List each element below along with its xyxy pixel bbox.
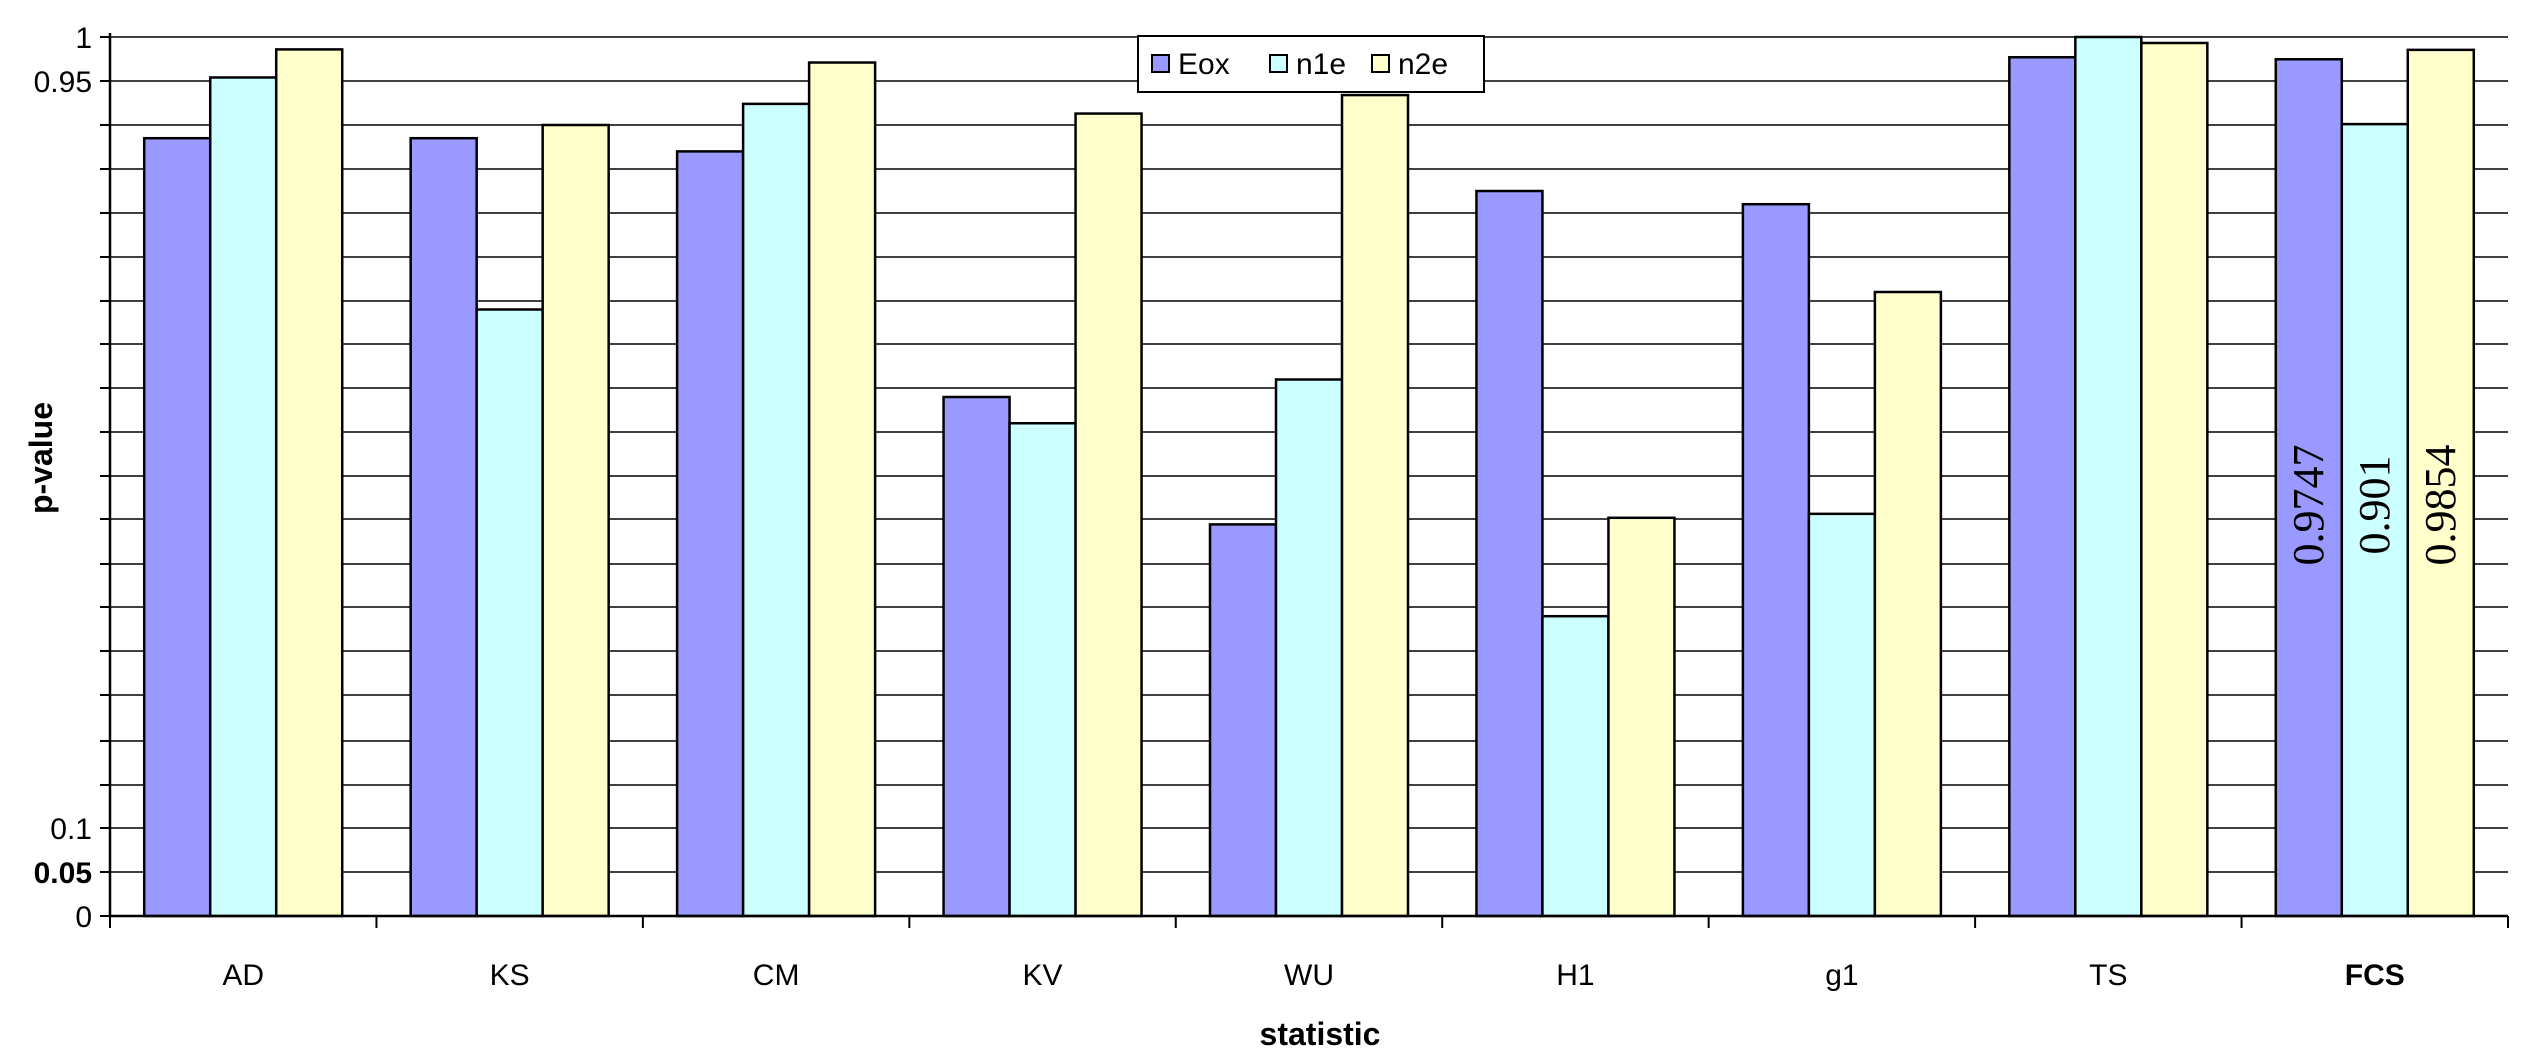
x-tick-label-FCS: FCS [2345,959,2405,992]
y-tick-label: 0.95 [34,66,92,99]
bar-n1e-KS [475,308,544,918]
x-tick-label-WU: WU [1284,959,1334,992]
bar-n1e-KV [1008,422,1077,918]
legend-label-Eox: Eox [1178,48,1230,81]
axes [100,33,2509,928]
y-tick-label: 0 [75,901,92,934]
bar-n2e-g1 [1873,290,1943,918]
x-axis-title: statistic [1260,1016,1381,1052]
data-label-n1e: 0.901 [2350,456,2399,555]
bar-Eox-FCS [2274,58,2344,918]
bar-n2e-H1 [1607,516,1676,918]
bar-n2e-WU [1340,93,1410,918]
x-tick-label-H1: H1 [1556,959,1594,992]
x-tick-label-TS: TS [2089,959,2127,992]
bar-n2e-AD [274,48,344,918]
data-label-Eox: 0.9747 [2284,445,2333,566]
y-tick-label: 0.05 [34,857,92,890]
bar-Eox-KS [409,136,478,918]
bar-n1e-CM [741,102,811,918]
bar-n2e-KV [1074,112,1143,918]
bar-n2e-FCS [2406,48,2476,918]
y-tick-label: 0.1 [50,813,92,846]
bar-n2e-CM [807,61,877,918]
bar-Eox-KV [942,395,1011,918]
bar-Eox-TS [2008,55,2077,918]
bar-Eox-WU [1208,523,1278,918]
bar-n1e-TS [2074,35,2143,918]
x-tick-label-KS: KS [490,959,530,992]
x-tick-label-KV: KV [1023,959,1063,992]
legend-swatch-Eox [1151,54,1170,73]
legend-swatch-n2e [1371,54,1390,73]
x-tick-label-CM: CM [753,959,800,992]
y-tick-label: 1 [75,22,92,55]
legend: Eox n1e n2e [1137,35,1485,93]
legend-label-n1e: n1e [1296,48,1346,81]
bar-n2e-KS [541,123,610,918]
x-tick-labels: AD KS CM KV WU H1 g1 TS FCS [222,959,2404,992]
y-tick-labels: 0 0.05 0.1 0.95 1 [34,22,92,934]
bar-n1e-WU [1274,378,1344,918]
bar-n2e-TS [2140,41,2209,918]
legend-label-n2e: n2e [1398,48,1448,81]
bar-n1e-g1 [1807,512,1877,918]
bar-Eox-CM [675,150,745,918]
bar-Eox-g1 [1741,202,1811,918]
legend-swatch-n1e [1269,54,1288,73]
bar-Eox-AD [142,136,212,918]
legend-box [1137,35,1485,93]
bar-n1e-AD [208,76,278,918]
data-labels: 0.9747 0.901 0.9854 [2284,445,2465,566]
data-label-n2e: 0.9854 [2416,445,2465,566]
x-tick-label-AD: AD [222,959,264,992]
bar-n1e-H1 [1541,614,1610,918]
bar-Eox-H1 [1475,189,1544,918]
bars [142,35,2476,918]
y-axis-title: p-value [23,402,59,514]
x-tick-label-g1: g1 [1825,959,1858,992]
